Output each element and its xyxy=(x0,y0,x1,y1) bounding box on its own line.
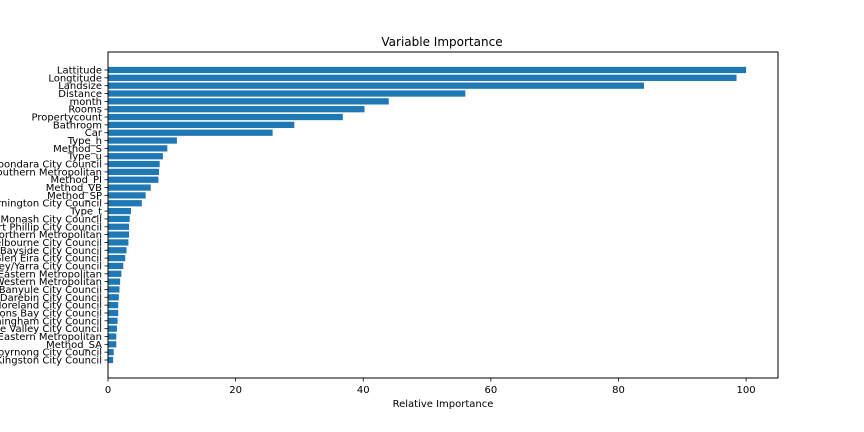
y-tick-label: Type_t xyxy=(69,207,102,218)
y-tick-label: Moonee Valley City Council xyxy=(0,324,102,335)
y-tick-label: Landsize xyxy=(58,81,102,92)
y-tick-label: Type_u xyxy=(67,152,102,163)
bar xyxy=(108,153,163,160)
y-tick-label: Stonnington/Moonee Valley/Yarra City Cou… xyxy=(0,261,102,272)
y-tick-label: month xyxy=(70,97,102,108)
bar xyxy=(108,349,114,356)
bar xyxy=(108,106,365,113)
x-tick-label: 60 xyxy=(484,385,497,396)
y-tick-label: Glen Eira City Council xyxy=(0,254,102,265)
plot-frame xyxy=(107,51,779,379)
y-tick-label: Monash City Council xyxy=(0,214,102,225)
bar xyxy=(108,121,295,128)
bar xyxy=(108,223,130,230)
y-tick-label: Manningham/Kingston Yarra/Mornington Cit… xyxy=(0,199,102,210)
y-tick-label: Rooms xyxy=(68,105,102,116)
bar xyxy=(108,82,644,89)
bar xyxy=(108,309,119,317)
bar xyxy=(108,192,146,199)
y-tick-label: Hobsons Bay City Council xyxy=(0,308,102,319)
bar xyxy=(108,215,130,223)
bar xyxy=(108,137,177,144)
y-tick-label: Moonee Valley/Boroondara City Council xyxy=(0,160,102,171)
bar xyxy=(108,200,142,207)
y-tick-label: Moreland City Council xyxy=(0,301,102,312)
bar xyxy=(108,317,118,324)
bar xyxy=(108,270,122,277)
y-tick-label: Propertycount xyxy=(31,113,102,124)
bar xyxy=(108,74,737,81)
bar xyxy=(108,239,129,246)
y-tick-label: Method_SP xyxy=(47,191,102,202)
bar xyxy=(108,176,159,183)
bar xyxy=(108,66,747,74)
y-tick-label: Type_h xyxy=(67,136,102,147)
bar xyxy=(108,325,117,332)
bar xyxy=(108,294,119,301)
y-tick-label: Boroondara/Manningham City Council xyxy=(0,316,102,327)
bar xyxy=(108,286,120,293)
y-tick-label: Maribyrnong City Council xyxy=(0,348,102,359)
bar xyxy=(108,231,130,238)
bar xyxy=(108,278,121,285)
x-tick-label: 20 xyxy=(229,385,242,396)
y-tick-label: Longtitude xyxy=(48,73,102,84)
y-tick-label: Lattitude xyxy=(57,66,102,77)
bar xyxy=(108,262,124,270)
bar xyxy=(108,207,131,215)
bar xyxy=(108,90,466,97)
y-tick-labels: LattitudeLongtitudeLandsizeDistancemonth… xyxy=(0,66,108,367)
x-axis-label: Relative Importance xyxy=(393,399,494,410)
x-tick-label: 100 xyxy=(737,385,756,396)
y-tick-label: Southern Metropolitan xyxy=(0,167,102,178)
bar xyxy=(108,145,168,152)
y-tick-label: Method_PI xyxy=(51,175,102,186)
bar xyxy=(108,341,117,348)
y-tick-label: Car xyxy=(85,128,103,139)
bar xyxy=(108,98,389,105)
y-tick-label: South-Eastern Metropolitan xyxy=(0,332,102,343)
y-tick-label: Eastern Metropolitan xyxy=(0,269,102,280)
y-tick-label: Darebin City Council xyxy=(0,293,102,304)
x-tick-label: 0 xyxy=(105,385,111,396)
y-tick-label: Distance xyxy=(58,89,102,100)
y-tick-label: Western Metropolitan xyxy=(0,277,102,288)
x-ticks: 0 20 40 60 80 100 xyxy=(105,378,756,396)
bars-group xyxy=(108,66,747,364)
y-tick-label: Bathroom xyxy=(53,120,102,131)
y-tick-label: Method_SA xyxy=(46,340,102,351)
bar xyxy=(108,356,114,364)
y-tick-label: Banyule City Council xyxy=(0,285,102,296)
x-tick-label: 40 xyxy=(357,385,370,396)
y-tick-label: Bayside City Council xyxy=(0,246,102,257)
bar xyxy=(108,333,117,340)
bar xyxy=(108,160,160,168)
bar xyxy=(108,247,127,254)
y-tick-label: Port Phillip City Council xyxy=(0,222,102,233)
bar xyxy=(108,184,151,191)
chart-title: Variable Importance xyxy=(381,35,502,49)
y-tick-label: Method_S xyxy=(53,144,102,155)
x-tick-label: 80 xyxy=(612,385,625,396)
bar xyxy=(108,129,273,136)
y-tick-label: Northern Metropolitan xyxy=(0,230,102,241)
bar xyxy=(108,168,160,176)
bar xyxy=(108,302,119,309)
y-tick-label: Melbourne City Council xyxy=(0,238,102,249)
bar xyxy=(108,113,343,121)
bar xyxy=(108,254,126,262)
y-tick-label: Kingston City Council xyxy=(0,356,102,367)
y-tick-label: Method_VB xyxy=(46,183,102,194)
